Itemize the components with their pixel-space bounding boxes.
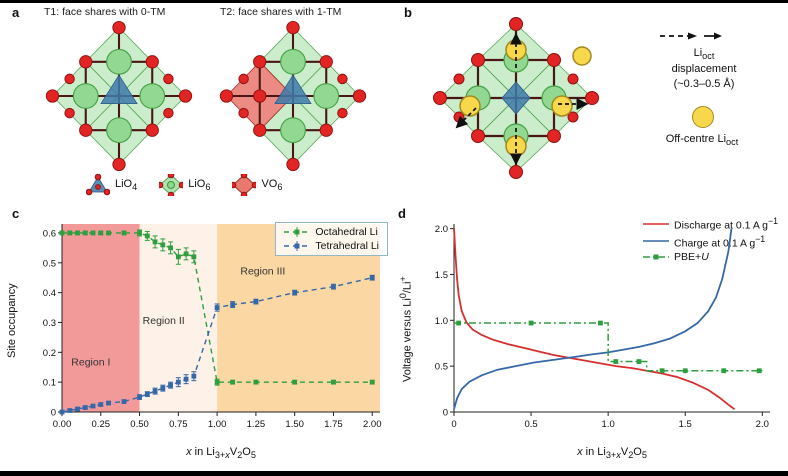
legend-entry-label: Charge at 0.1 A g−1 bbox=[674, 233, 766, 250]
offcentre-caption: Off-centre Lioct bbox=[665, 133, 739, 148]
chart-d-legend: Discharge at 0.1 A g−1 Charge at 0.1 A g−… bbox=[643, 216, 778, 263]
svg-text:1.0: 1.0 bbox=[435, 316, 448, 327]
svg-text:0.00: 0.00 bbox=[53, 419, 72, 430]
displacement-caption: Lioct displacement (~0.3–0.5 Å) bbox=[628, 46, 780, 91]
svg-text:1.5: 1.5 bbox=[435, 270, 448, 281]
t1-title: T1: face shares with 0-TM bbox=[44, 6, 166, 18]
svg-text:Region II: Region II bbox=[143, 315, 185, 327]
displacement-caption-line3: (~0.3–0.5 Å) bbox=[673, 77, 735, 90]
lio6-icon bbox=[159, 174, 184, 196]
svg-text:2.0: 2.0 bbox=[756, 419, 769, 430]
offcentre-li-icon bbox=[692, 106, 714, 128]
top-border bbox=[0, 0, 788, 3]
svg-text:0.5: 0.5 bbox=[524, 419, 537, 430]
legend-item-lio4: LiO4 bbox=[86, 174, 137, 196]
chart-c-wrap: 0.00 0.25 0.50 0.75 1.00 1.25 1.50 1.75 2.00 0 0.1… bbox=[20, 216, 392, 472]
crystal-structure-offcentre bbox=[433, 17, 599, 179]
lio4-icon bbox=[86, 174, 110, 196]
legend-entry: Octahedral Li bbox=[284, 226, 379, 238]
legend-entry-label: Octahedral Li bbox=[315, 226, 378, 238]
svg-text:1.5: 1.5 bbox=[679, 419, 692, 430]
legend-entry-label: Discharge at 0.1 A g−1 bbox=[674, 216, 778, 232]
lio4-tetrahedron-icon bbox=[100, 74, 138, 104]
legend-entry: PBE+U bbox=[643, 251, 778, 263]
offcentre-li-atom bbox=[551, 95, 573, 117]
vo6-label: VO6 bbox=[261, 177, 283, 193]
t2-title: T2: face shares with 1-TM bbox=[220, 6, 342, 18]
panel-b-letter: b bbox=[404, 5, 412, 20]
svg-text:0.1: 0.1 bbox=[43, 378, 56, 389]
displacement-caption-line1: Lioct bbox=[693, 47, 715, 62]
chart-c-legend: Octahedral Li Tetrahedral Li bbox=[275, 222, 388, 256]
svg-text:2.00: 2.00 bbox=[363, 419, 382, 430]
svg-text:1.50: 1.50 bbox=[285, 419, 304, 430]
legend-entry: Tetrahedral Li bbox=[284, 240, 379, 252]
panel-a-letter: a bbox=[12, 5, 20, 20]
offcentre-li-atom bbox=[459, 95, 481, 117]
svg-text:0.6: 0.6 bbox=[43, 228, 56, 239]
lio4-tetrahedron-icon bbox=[501, 81, 531, 115]
svg-text:0.50: 0.50 bbox=[130, 419, 149, 430]
svg-text:0.25: 0.25 bbox=[92, 419, 111, 430]
c-x-axis-label: x in Li3+xV2O5 bbox=[186, 446, 256, 461]
bottom-border bbox=[0, 471, 788, 476]
offcentre-li-atom bbox=[572, 46, 592, 66]
c-y-axis-label: Site occupancy bbox=[6, 283, 18, 358]
svg-text:0.5: 0.5 bbox=[435, 362, 448, 373]
lio4-tetrahedron-icon bbox=[274, 74, 312, 104]
legend-entry: Charge at 0.1 A g−1 bbox=[643, 233, 778, 250]
panel-d-letter: d bbox=[398, 206, 406, 221]
legend-item-vo6: VO6 bbox=[232, 174, 282, 196]
legend-entry: Discharge at 0.1 A g−1 bbox=[643, 216, 778, 232]
svg-text:0: 0 bbox=[451, 419, 456, 430]
site-occupancy-chart: 0.00 0.25 0.50 0.75 1.00 1.25 1.50 1.75 2.00 0 0.1… bbox=[43, 224, 382, 430]
lio4-label: LiO4 bbox=[115, 177, 138, 193]
displacement-caption-line2: displacement bbox=[671, 63, 737, 76]
legend-entry-label: Tetrahedral Li bbox=[315, 240, 379, 252]
svg-text:1.75: 1.75 bbox=[324, 419, 343, 430]
crystal-structure-t2 bbox=[219, 20, 367, 172]
svg-text:0: 0 bbox=[443, 408, 448, 419]
d-x-axis-label: x in Li3+xV2O5 bbox=[577, 446, 647, 461]
svg-text:0.3: 0.3 bbox=[43, 318, 56, 329]
dashed-arrow-icon bbox=[660, 32, 722, 40]
svg-text:0.2: 0.2 bbox=[43, 348, 56, 359]
svg-text:1.25: 1.25 bbox=[247, 419, 266, 430]
svg-text:2.0: 2.0 bbox=[435, 224, 448, 235]
chart-d-wrap: 0 0.5 1.0 1.5 2.0 0 0.5 1.0 1.5 2.0 Discharge at … bbox=[414, 216, 780, 472]
svg-text:Region I: Region I bbox=[71, 357, 110, 369]
legend-entry-label: PBE+U bbox=[674, 251, 709, 263]
legend-item-lio6: LiO6 bbox=[159, 174, 210, 196]
vo6-icon bbox=[232, 174, 257, 196]
svg-text:0.5: 0.5 bbox=[43, 258, 56, 269]
svg-text:1.0: 1.0 bbox=[602, 419, 615, 430]
lio6-label: LiO6 bbox=[188, 177, 211, 193]
svg-text:1.00: 1.00 bbox=[208, 419, 227, 430]
panel-a-legend: LiO4 LiO6 VO6 bbox=[86, 174, 282, 196]
svg-text:0: 0 bbox=[51, 408, 56, 419]
crystal-structure-t1 bbox=[45, 20, 193, 172]
svg-text:0.75: 0.75 bbox=[169, 419, 188, 430]
panel-c-letter: c bbox=[12, 206, 20, 221]
d-y-axis-label: Voltage versus Li0/Li+ bbox=[398, 276, 414, 382]
svg-text:Region III: Region III bbox=[240, 266, 285, 278]
displacement-arrows bbox=[455, 32, 589, 166]
voltage-chart: 0 0.5 1.0 1.5 2.0 0 0.5 1.0 1.5 2.0 bbox=[435, 224, 770, 430]
svg-text:0.4: 0.4 bbox=[43, 288, 56, 299]
